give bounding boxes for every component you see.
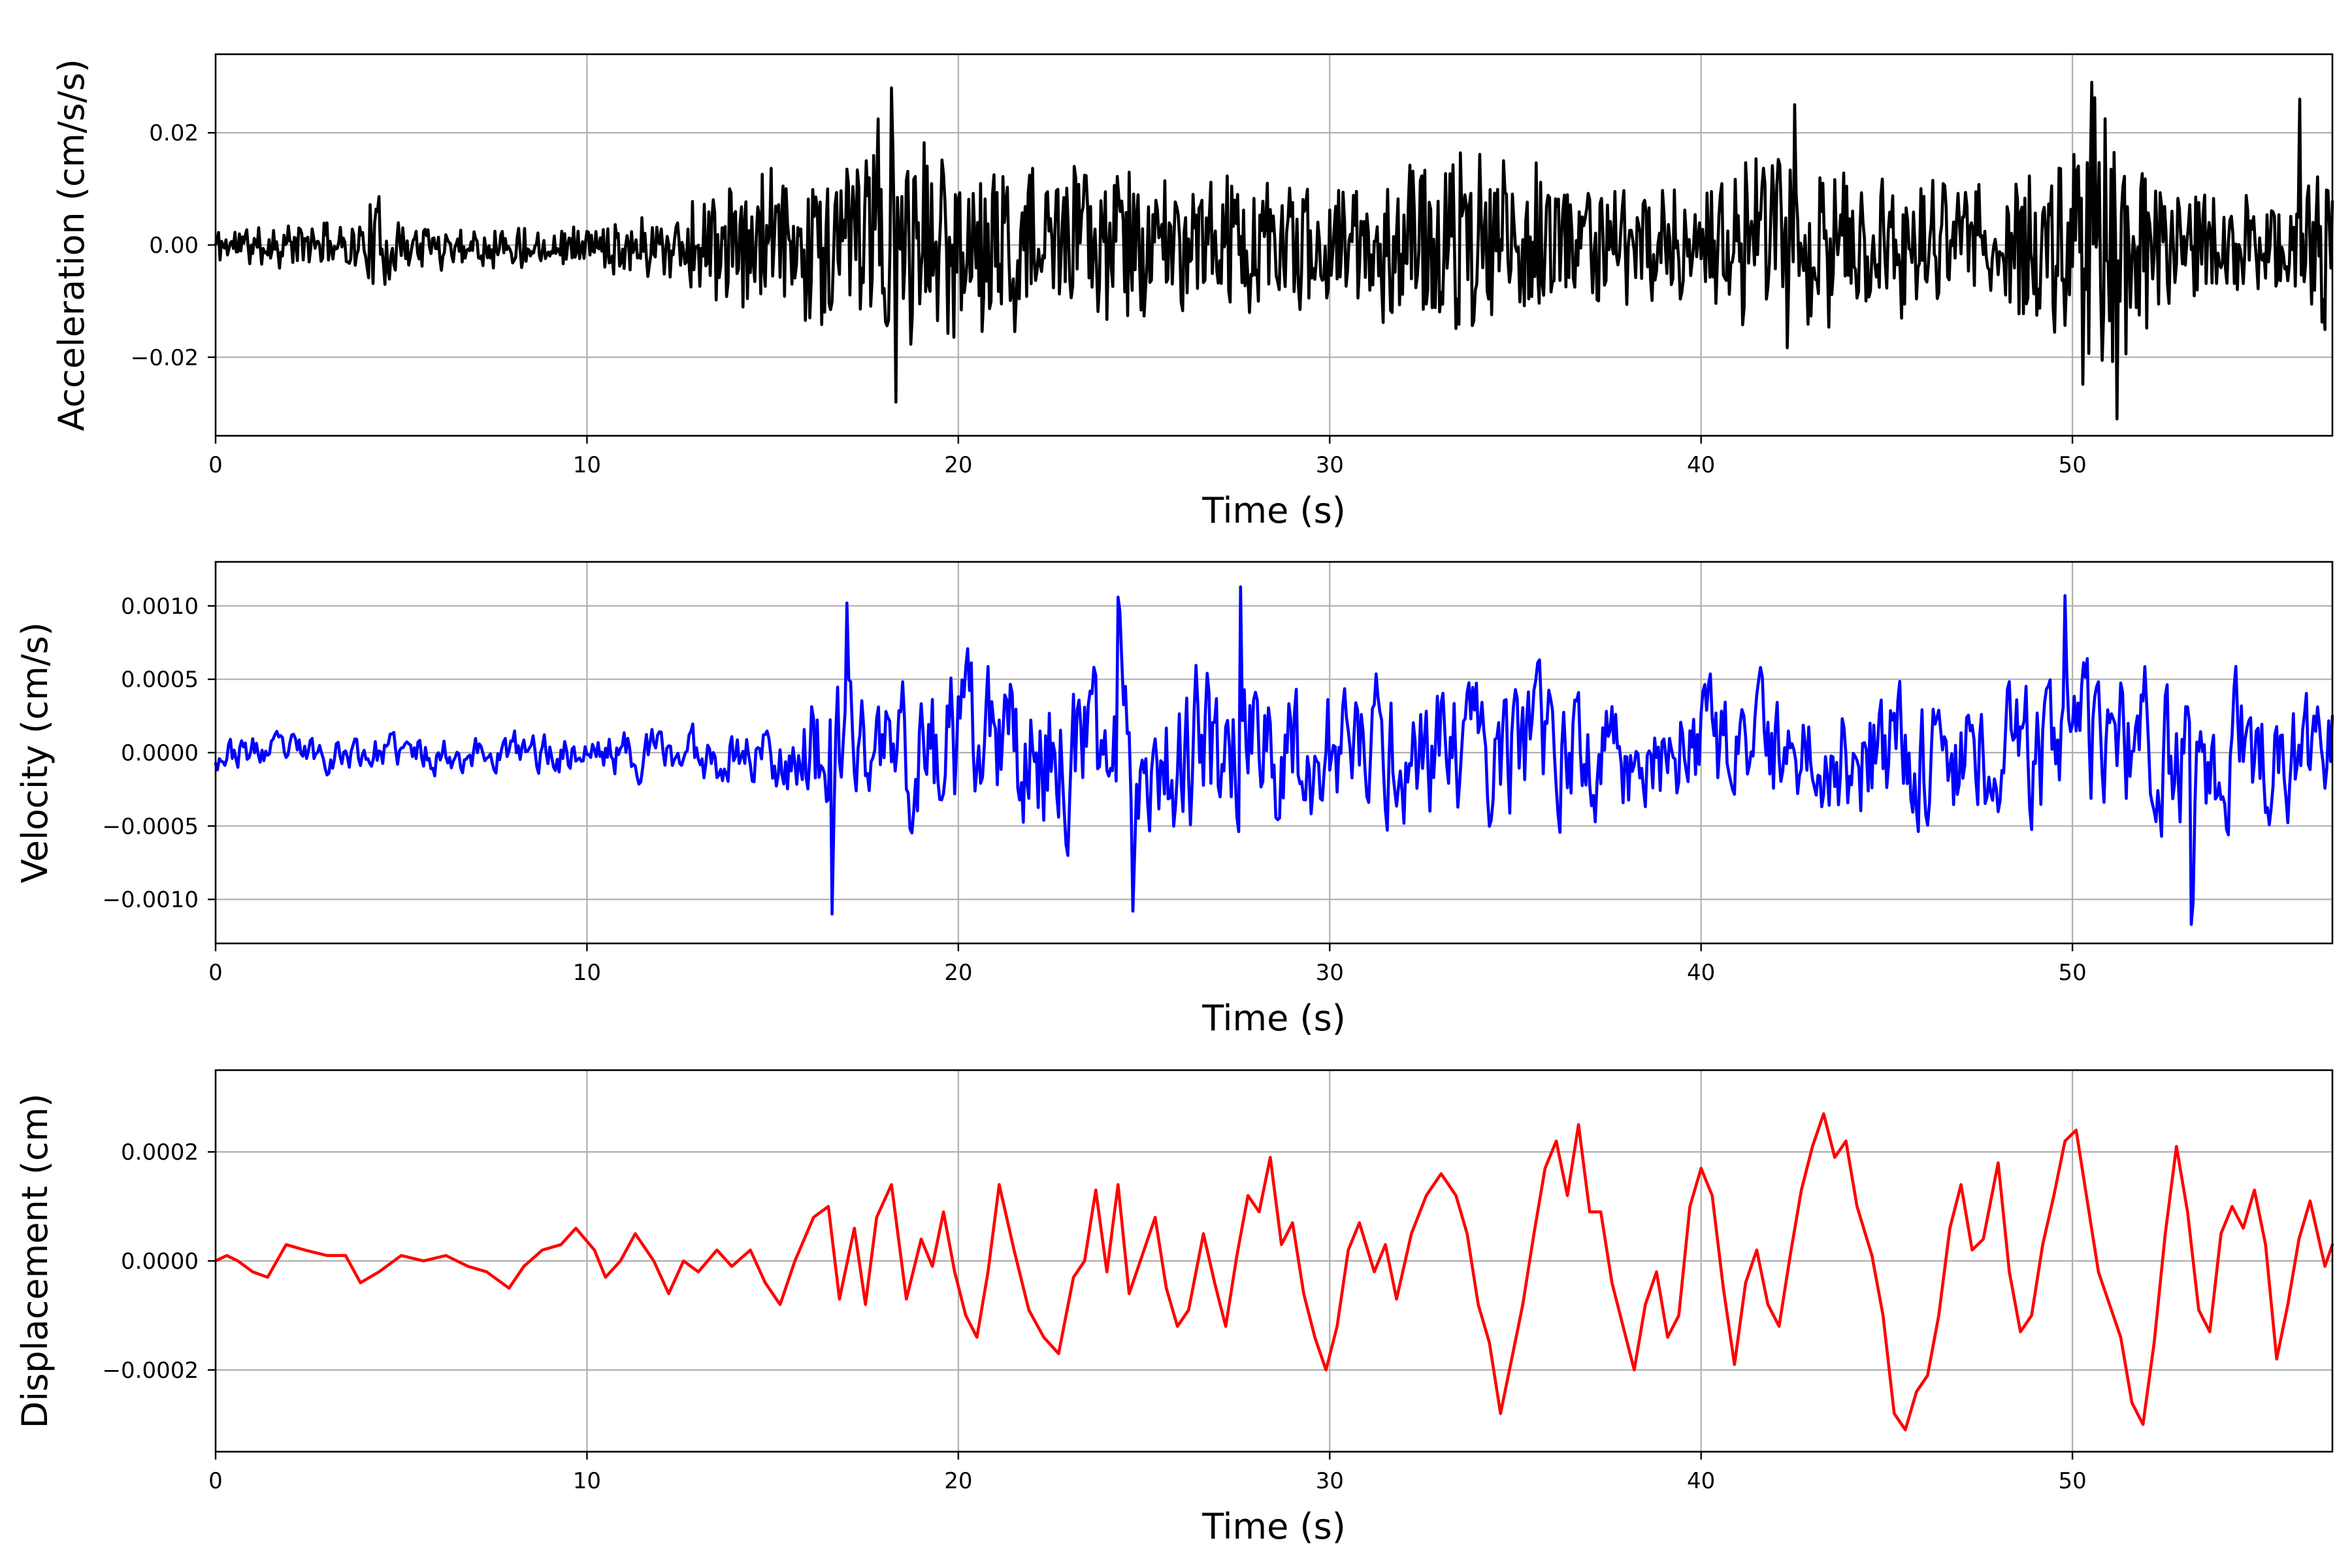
displacement-xtick-label: 0 [208, 1468, 223, 1494]
displacement-xtick-label: 20 [944, 1468, 972, 1494]
velocity-ytick-label: −0.0005 [103, 813, 199, 840]
acceleration-ytick-label: −0.02 [131, 345, 199, 371]
velocity-ytick-label: 0.0000 [121, 740, 199, 766]
velocity-xtick-label: 20 [944, 960, 972, 986]
acceleration-ytick-label: 0.02 [149, 120, 199, 146]
acceleration-xtick-label: 40 [1687, 452, 1715, 478]
displacement-ytick-label: 0.0000 [121, 1249, 199, 1275]
velocity-y-axis-label: Velocity (cm/s) [14, 622, 56, 883]
displacement-panel: 0 10 20 30 40 50 0.0002 0.0000 −0.0002 Time (s) Di… [14, 1069, 2334, 1547]
acceleration-xtick-label: 10 [573, 452, 601, 478]
acceleration-series-line [214, 80, 2334, 421]
acceleration-xtick-label: 30 [1316, 452, 1344, 478]
velocity-xtick-label: 30 [1316, 960, 1344, 986]
velocity-series-line [214, 585, 2334, 926]
acceleration-xtick-label: 0 [208, 452, 223, 478]
displacement-xtick-label: 10 [573, 1468, 601, 1494]
acceleration-xtick-label: 20 [944, 452, 972, 478]
acceleration-y-axis-label: Acceleration (cm/s/s) [51, 59, 92, 431]
displacement-x-axis-label: Time (s) [1201, 1506, 1346, 1547]
displacement-ytick-label: −0.0002 [103, 1358, 199, 1384]
acceleration-panel: 0 10 20 30 40 50 0.02 0.00 −0.02 Time (s) Accelera… [51, 53, 2334, 531]
velocity-ytick-label: −0.0010 [103, 887, 199, 913]
velocity-xtick-label: 50 [2058, 960, 2086, 986]
displacement-y-axis-label: Displacement (cm) [14, 1094, 56, 1429]
acceleration-ytick-label: 0.00 [149, 233, 199, 259]
displacement-xtick-label: 30 [1316, 1468, 1344, 1494]
acceleration-xtick-label: 50 [2058, 452, 2086, 478]
velocity-panel: 0 10 20 30 40 50 0.0010 0.0005 0.0000 −0.0005 −0.0… [14, 561, 2334, 1039]
displacement-series-line [214, 1112, 2334, 1431]
velocity-ytick-label: 0.0010 [121, 593, 199, 619]
velocity-xtick-label: 40 [1687, 960, 1715, 986]
velocity-x-axis-label: Time (s) [1201, 998, 1346, 1039]
velocity-xtick-label: 10 [573, 960, 601, 986]
velocity-xtick-label: 0 [208, 960, 223, 986]
velocity-ytick-label: 0.0005 [121, 667, 199, 693]
displacement-ytick-label: 0.0002 [121, 1139, 199, 1166]
displacement-xtick-label: 50 [2058, 1468, 2086, 1494]
displacement-xtick-label: 40 [1687, 1468, 1715, 1494]
acceleration-x-axis-label: Time (s) [1201, 490, 1346, 531]
